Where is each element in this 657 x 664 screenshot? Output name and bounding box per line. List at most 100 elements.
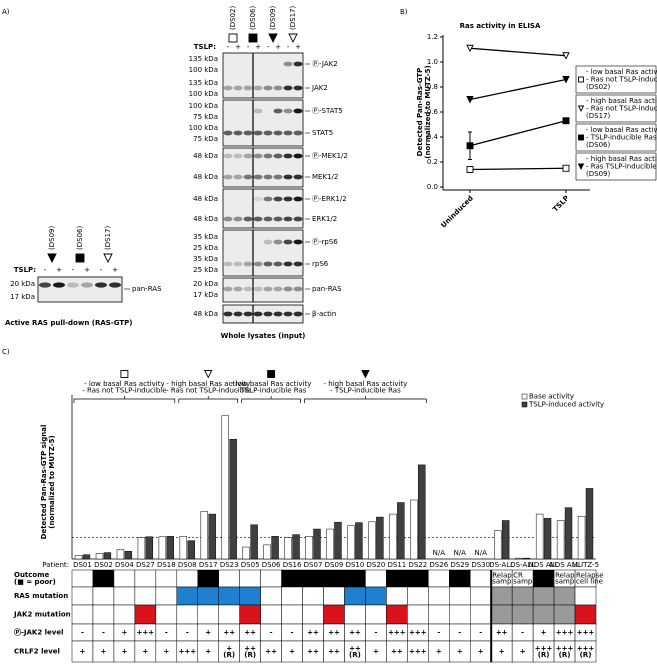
cell-text: +++ — [409, 648, 427, 656]
cell-text: ++ — [349, 629, 361, 637]
table-cell — [302, 604, 324, 625]
y-axis-label: (normalized to MUTZ-5) — [48, 435, 56, 528]
table-cell — [428, 604, 450, 625]
sample-label: (DS06) — [249, 6, 257, 30]
band — [253, 311, 263, 317]
treatment: + — [112, 266, 118, 274]
table-cell — [239, 604, 261, 625]
cell-text: + — [478, 648, 484, 656]
table-cell — [449, 604, 471, 625]
table-cell — [574, 604, 597, 625]
bar — [221, 415, 229, 560]
legend-label: (DS06) — [586, 141, 610, 149]
row-label: RAS mutation — [14, 592, 68, 600]
cell-text: + — [121, 648, 127, 656]
cell-text: - — [458, 629, 461, 637]
band — [233, 216, 243, 222]
x-tick-label: DS29 — [450, 561, 469, 569]
band — [263, 85, 273, 91]
band — [283, 216, 293, 222]
cell-text: + — [520, 648, 526, 656]
band — [293, 108, 303, 114]
band — [243, 311, 253, 317]
sample-marker — [248, 33, 258, 43]
x-tick-label: DS06 — [262, 561, 281, 569]
cell-text: ++ — [244, 645, 256, 653]
table-cell — [281, 569, 303, 588]
legend-swatch — [521, 401, 528, 408]
band — [283, 85, 293, 91]
table-cell — [260, 586, 282, 606]
bar — [200, 511, 208, 560]
cell-text: + — [163, 648, 169, 656]
row-label: (■ = poor) — [14, 578, 56, 586]
table-cell — [92, 569, 115, 588]
protein-label: Ⓟ-MEK1/2 — [312, 152, 348, 160]
table-cell — [155, 586, 178, 606]
bar — [389, 513, 397, 560]
x-tick-label: DS-ALL — [489, 561, 514, 569]
band — [223, 174, 233, 180]
bar — [347, 525, 355, 560]
band — [223, 216, 233, 222]
legend-label: - Ras not TSLP-inducible — [586, 105, 657, 113]
legend-marker — [578, 134, 584, 141]
band — [263, 174, 273, 180]
band — [263, 196, 273, 202]
band — [39, 282, 51, 288]
group-marker — [361, 370, 370, 379]
sample-marker — [228, 33, 238, 43]
protein-label: pan-RAS — [132, 285, 162, 293]
y-tick-label: 1.0 — [427, 58, 438, 66]
cell-text: +++ — [178, 648, 196, 656]
sample-label: (DS09) — [48, 226, 56, 250]
table-cell — [218, 586, 240, 606]
table-cell — [323, 569, 345, 588]
group-label: - TSLP-inducible Ras — [236, 387, 307, 395]
cell-text: ++ — [328, 629, 340, 637]
kda-label: 48 kDa — [193, 215, 218, 223]
cell-text: + — [142, 648, 148, 656]
table-cell — [71, 604, 94, 625]
treatment: + — [255, 43, 261, 51]
x-tick-label: DS01 — [73, 561, 92, 569]
bar — [116, 549, 125, 560]
legend-box — [575, 123, 657, 152]
blot — [222, 229, 304, 277]
protein-label: ERK1/2 — [312, 215, 337, 223]
band — [293, 261, 303, 267]
cell-text: - — [437, 629, 440, 637]
protein-label: MEK1/2 — [312, 173, 338, 181]
cell-text: - — [81, 629, 84, 637]
cell-text: - — [165, 629, 168, 637]
band — [283, 174, 293, 180]
y-tick-label: 0.0 — [427, 183, 438, 191]
band — [233, 153, 243, 159]
cell-text: - — [270, 629, 273, 637]
kda-label: 100 kDa — [189, 124, 218, 132]
band — [273, 153, 283, 159]
table-cell — [511, 586, 534, 606]
legend-label: (DS09) — [586, 170, 610, 178]
cell-text: +++ — [556, 645, 574, 653]
cell-text: CR — [513, 572, 523, 580]
x-tick-label: NDS ALL — [529, 561, 559, 569]
table-cell — [553, 604, 576, 625]
table-cell — [553, 586, 576, 606]
blot — [222, 147, 304, 188]
x-tick-label: DS27 — [136, 561, 155, 569]
table-cell — [323, 586, 345, 606]
series-line — [469, 78, 567, 101]
cell-text: +++ — [577, 629, 595, 637]
cell-text: Relapse — [492, 572, 520, 580]
treatment: + — [235, 43, 241, 51]
cell-text: samples — [492, 578, 521, 586]
blot — [222, 188, 304, 229]
bar — [208, 513, 216, 560]
bar — [103, 552, 112, 560]
cell-text: (R) — [223, 651, 235, 659]
legend-marker — [578, 76, 584, 83]
legend-box — [575, 94, 657, 123]
band — [283, 61, 293, 67]
band — [243, 130, 253, 136]
